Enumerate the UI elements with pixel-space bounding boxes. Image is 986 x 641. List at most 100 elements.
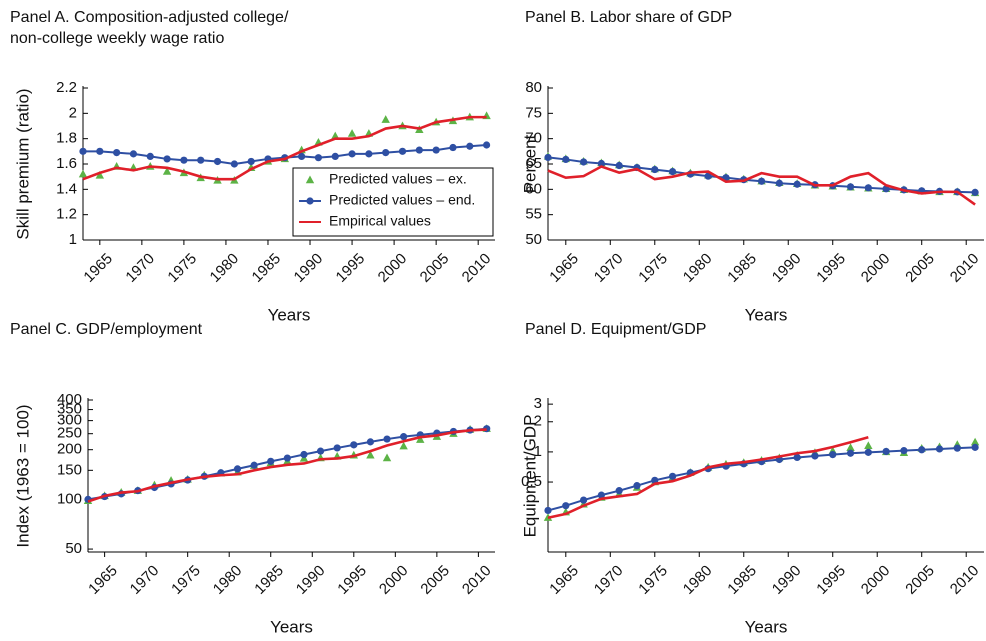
y-tick-label: 300 bbox=[57, 412, 82, 429]
point bbox=[811, 452, 819, 460]
y-tick-label: 3 bbox=[534, 395, 542, 412]
panel: Panel A. Composition-adjusted college/no… bbox=[10, 9, 495, 324]
x-tick-label: 1970 bbox=[591, 562, 627, 598]
point bbox=[971, 188, 979, 196]
panel-title: Panel C. GDP/employment bbox=[10, 321, 203, 338]
panel-title: non-college weekly wage ratio bbox=[10, 30, 224, 47]
legend-label: Predicted values – ex. bbox=[329, 171, 467, 187]
x-tick-label: 1985 bbox=[251, 562, 287, 598]
point bbox=[970, 437, 980, 446]
point bbox=[96, 147, 104, 155]
y-tick-label: 1.6 bbox=[56, 155, 77, 172]
point bbox=[704, 172, 712, 180]
panel: Panel B. Labor share of GDP Percent Years 5… bbox=[520, 9, 984, 324]
x-tick-label: 1990 bbox=[291, 250, 327, 286]
panel: Panel D. Equipment/GDP Equipment/GDP Years… bbox=[520, 321, 984, 636]
point bbox=[864, 184, 872, 192]
point bbox=[398, 147, 407, 155]
legend-label: Predicted values – end. bbox=[329, 192, 475, 208]
point bbox=[399, 441, 408, 450]
point bbox=[382, 453, 392, 462]
y-axis-label: Index (1963 = 100) bbox=[13, 404, 32, 547]
x-tick-label: 1965 bbox=[85, 562, 121, 598]
point bbox=[350, 441, 358, 449]
y-tick-label: 50 bbox=[65, 540, 82, 557]
point bbox=[562, 502, 570, 510]
series-line bbox=[547, 165, 976, 206]
series-line bbox=[547, 436, 869, 519]
legend-label: Empirical values bbox=[329, 213, 431, 229]
y-tick-label: 1 bbox=[534, 443, 542, 460]
x-tick-label: 2005 bbox=[902, 562, 938, 598]
y-tick-label: 50 bbox=[525, 231, 542, 248]
point bbox=[113, 149, 121, 157]
x-tick-label: 2005 bbox=[417, 562, 453, 598]
point bbox=[864, 441, 873, 450]
y-axis-label: Skill premium (ratio) bbox=[13, 88, 32, 239]
x-tick-label: 1985 bbox=[249, 250, 285, 286]
x-tick-label: 2010 bbox=[947, 562, 983, 598]
x-tick-label: 1970 bbox=[127, 562, 163, 598]
y-axis-label: Percent bbox=[520, 134, 539, 193]
point bbox=[162, 167, 172, 175]
point bbox=[347, 129, 357, 137]
point bbox=[366, 438, 375, 446]
x-tick-label: 2000 bbox=[858, 250, 894, 286]
x-tick-label: 1975 bbox=[168, 562, 204, 598]
point bbox=[383, 435, 391, 443]
y-tick-label: 200 bbox=[57, 441, 82, 458]
panel-title: Panel D. Equipment/GDP bbox=[525, 321, 706, 338]
point bbox=[230, 160, 238, 168]
point bbox=[316, 447, 325, 455]
point bbox=[306, 197, 314, 205]
point bbox=[267, 457, 275, 465]
x-tick-label: 1980 bbox=[207, 250, 243, 286]
y-tick-label: 1.4 bbox=[56, 180, 77, 197]
point bbox=[668, 472, 677, 480]
y-tick-label: 2 bbox=[534, 413, 542, 430]
point bbox=[79, 147, 87, 155]
y-tick-label: 1.2 bbox=[56, 206, 77, 223]
panel: Panel C. GDP/employment Index (1963 = 100… bbox=[10, 321, 495, 636]
point bbox=[129, 150, 138, 158]
point bbox=[793, 180, 801, 188]
point bbox=[365, 150, 373, 158]
x-tick-label: 1990 bbox=[769, 250, 805, 286]
point bbox=[331, 152, 339, 160]
point bbox=[382, 149, 390, 157]
x-tick-label: 1975 bbox=[635, 250, 671, 286]
point bbox=[416, 435, 425, 443]
point bbox=[562, 155, 570, 164]
point bbox=[775, 179, 783, 187]
y-tick-label: 0.5 bbox=[521, 473, 542, 490]
point bbox=[213, 157, 222, 166]
point bbox=[953, 444, 961, 452]
point bbox=[829, 450, 837, 459]
point bbox=[615, 487, 623, 495]
series-line bbox=[547, 156, 976, 194]
y-tick-label: 2.2 bbox=[56, 79, 77, 96]
panel-title: Panel A. Composition-adjusted college/ bbox=[10, 9, 289, 26]
point bbox=[400, 433, 408, 441]
point bbox=[846, 183, 855, 191]
point bbox=[900, 447, 908, 455]
point bbox=[615, 161, 623, 170]
point bbox=[449, 143, 457, 152]
x-tick-label: 1995 bbox=[333, 250, 369, 286]
point bbox=[366, 450, 375, 459]
point bbox=[757, 177, 766, 185]
point bbox=[482, 141, 491, 149]
y-tick-label: 70 bbox=[525, 130, 542, 147]
x-tick-label: 2000 bbox=[858, 562, 894, 598]
x-tick-label: 1990 bbox=[769, 562, 805, 598]
point bbox=[544, 506, 552, 515]
point bbox=[864, 448, 872, 456]
point bbox=[882, 447, 890, 456]
point bbox=[146, 152, 154, 160]
point bbox=[651, 476, 659, 484]
point bbox=[163, 155, 171, 163]
y-axis-label: Equipment/GDP bbox=[520, 415, 539, 538]
x-tick-label: 2000 bbox=[376, 562, 412, 598]
x-axis-label: Years bbox=[745, 617, 788, 636]
